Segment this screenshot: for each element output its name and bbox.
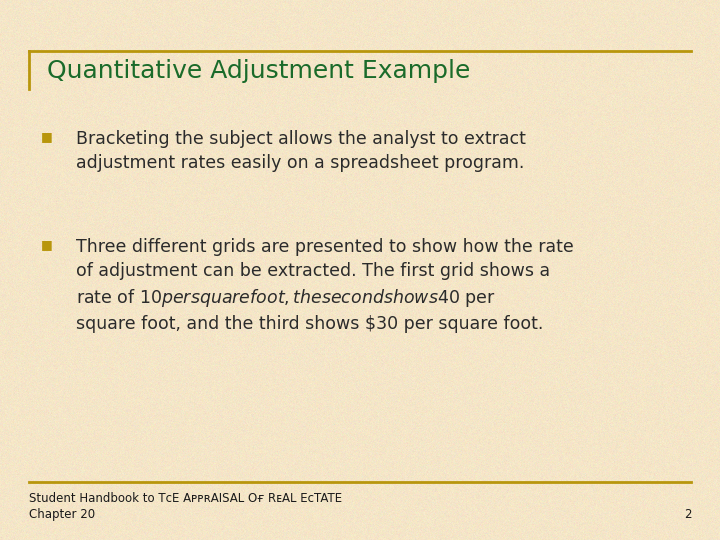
Text: Bracketing the subject allows the analyst to extract
adjustment rates easily on : Bracketing the subject allows the analys…: [76, 130, 526, 172]
Text: Quantitative Adjustment Example: Quantitative Adjustment Example: [47, 59, 470, 83]
Text: Student Handbook to TᴄE AᴘᴘʀAISAL Oғ RᴇAL EᴄTATE: Student Handbook to TᴄE AᴘᴘʀAISAL Oғ RᴇA…: [29, 492, 342, 505]
Text: 2: 2: [684, 508, 691, 521]
Text: Chapter 20: Chapter 20: [29, 508, 95, 521]
Text: ■: ■: [41, 238, 53, 251]
Text: ■: ■: [41, 130, 53, 143]
Text: Three different grids are presented to show how the rate
of adjustment can be ex: Three different grids are presented to s…: [76, 238, 573, 333]
